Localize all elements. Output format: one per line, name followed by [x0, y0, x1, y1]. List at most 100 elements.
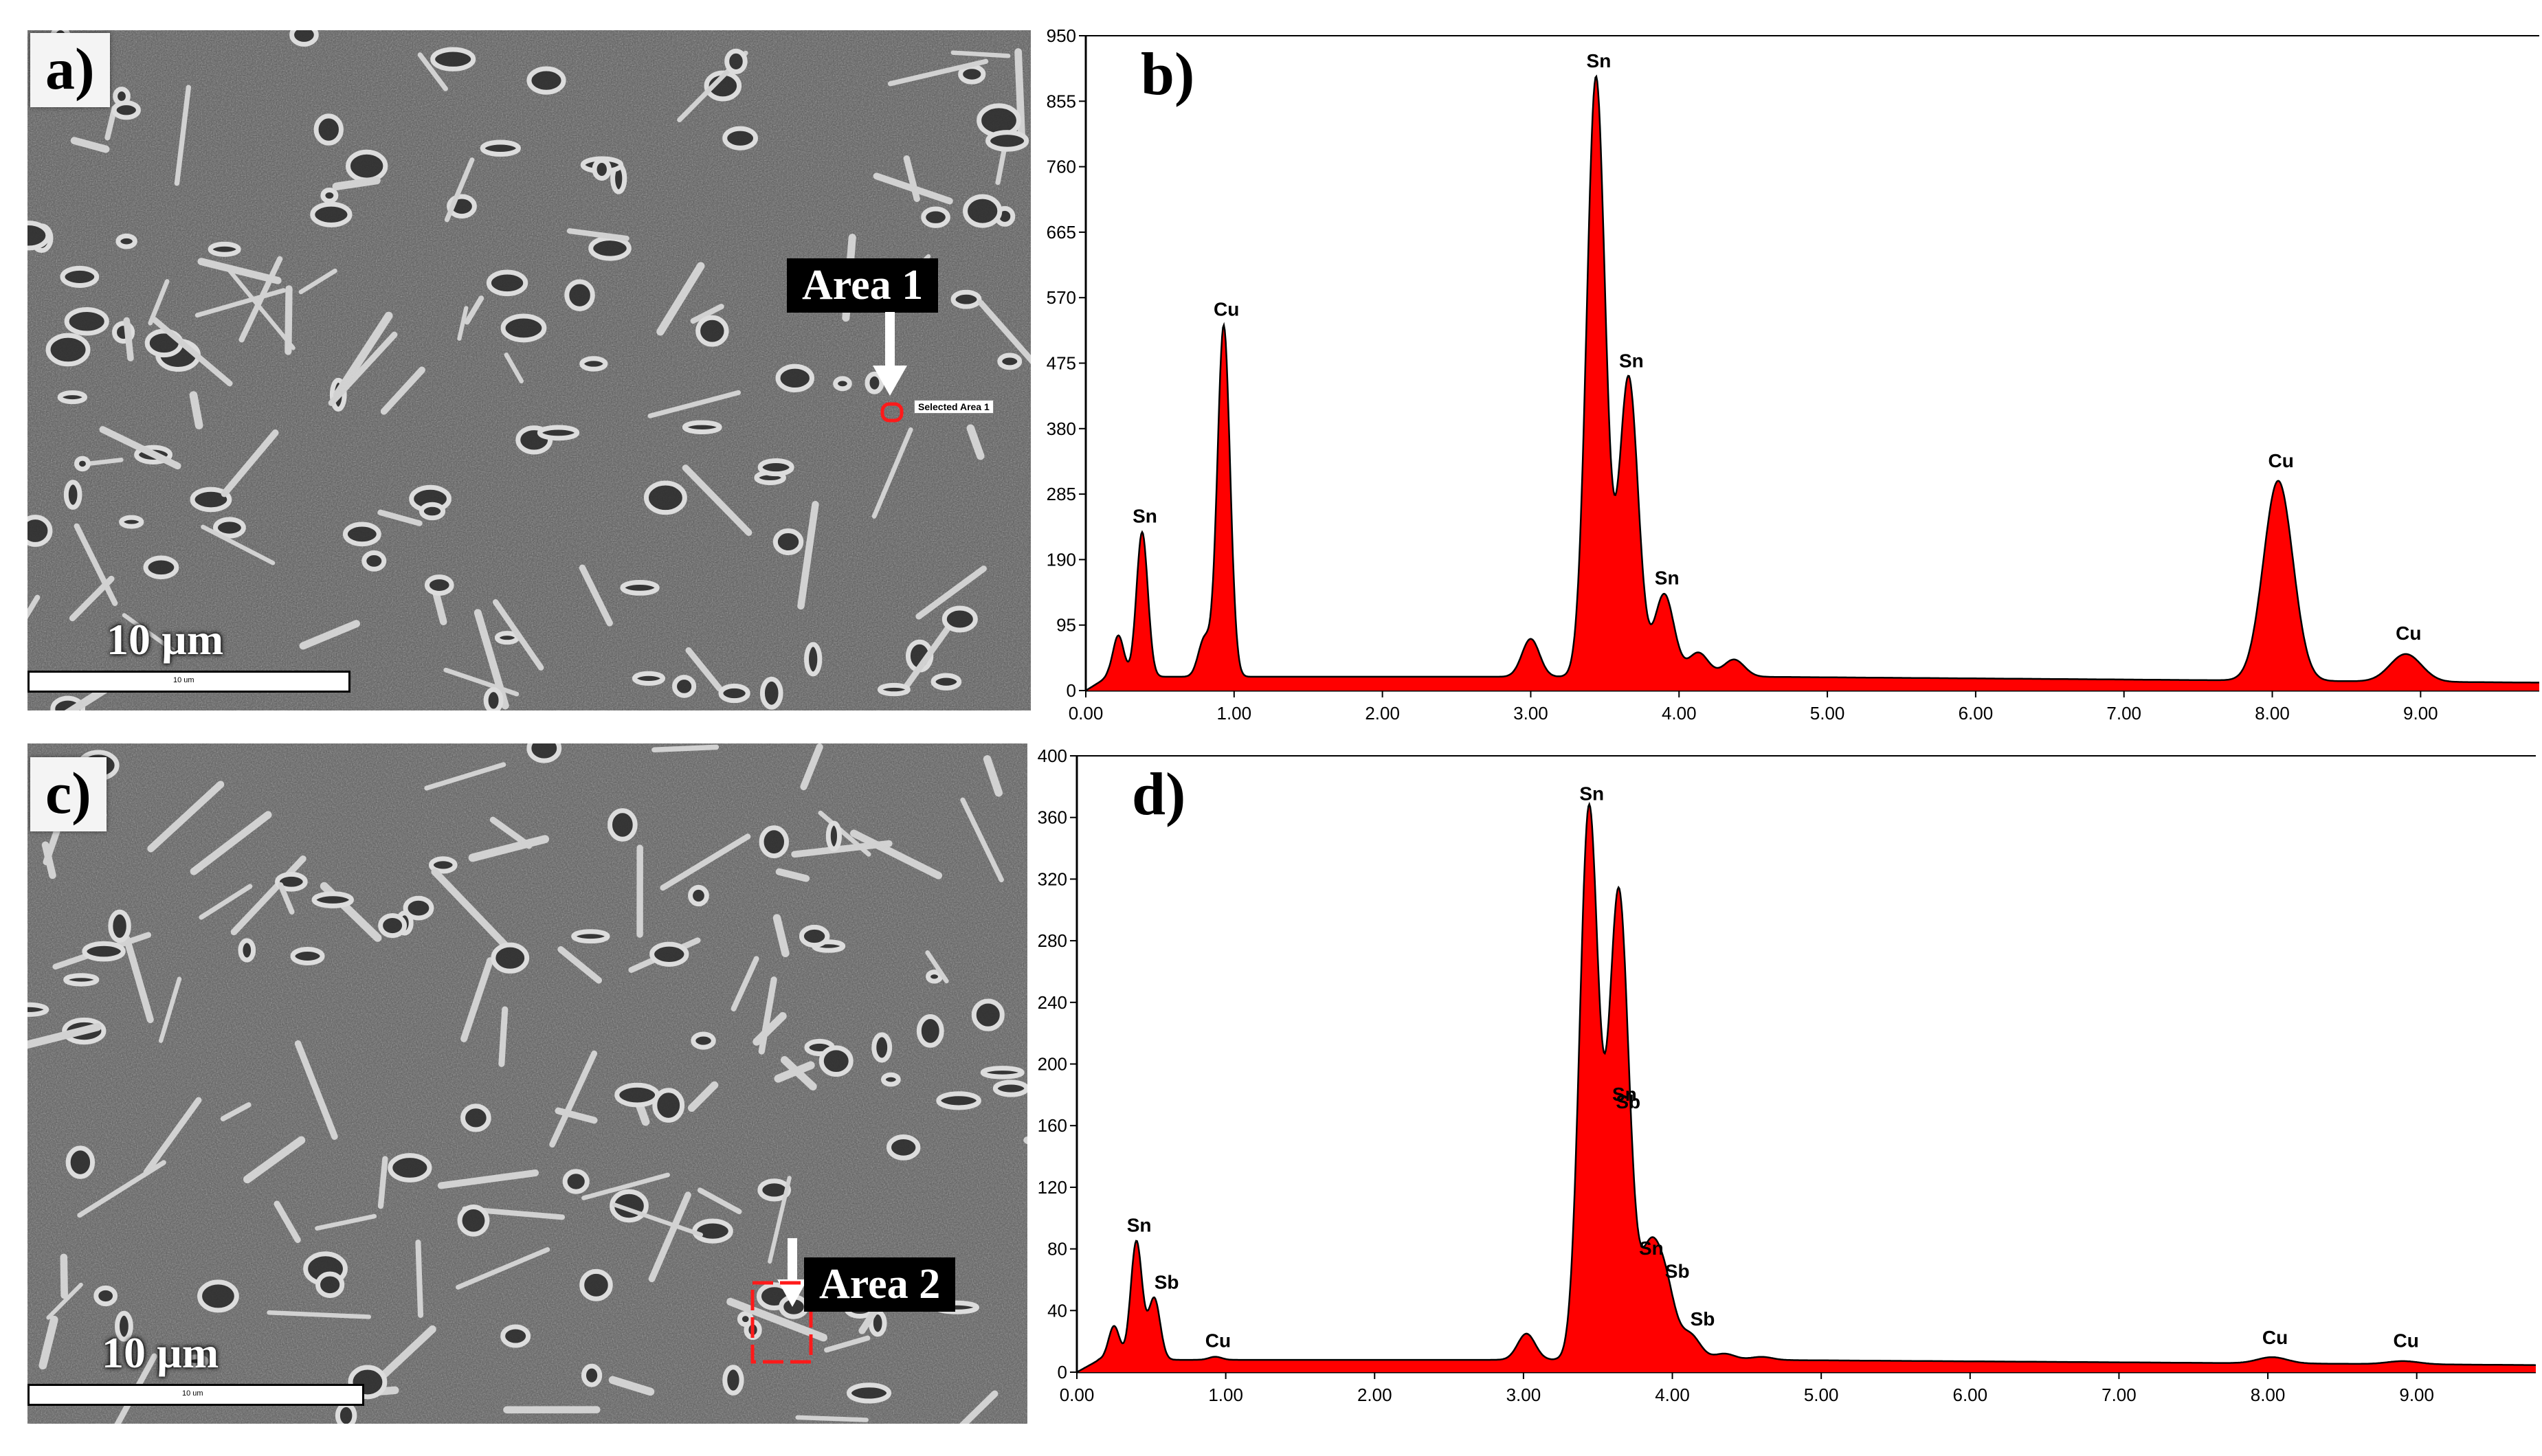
sem-dendrite — [123, 935, 154, 1024]
sem-particle — [388, 1153, 432, 1183]
sem-particle — [581, 1363, 603, 1387]
sem-dendrite — [651, 744, 720, 752]
sem-particle — [871, 1032, 893, 1063]
sem-dendrite — [267, 1310, 372, 1319]
sem-particle — [82, 941, 126, 962]
x-tick-label: 5.00 — [1810, 703, 1845, 724]
sem-dendrite — [278, 882, 295, 915]
sem-particle — [500, 1324, 531, 1348]
sem-dendrite — [915, 565, 987, 620]
sem-image-a: a) Area 1 Selected Area 1 10 µm 10 um — [27, 30, 1031, 710]
sem-particle — [212, 517, 246, 539]
sem-particle — [579, 356, 608, 372]
y-tick-label: 120 — [1038, 1177, 1067, 1198]
sem-dendrite — [294, 1040, 338, 1140]
sem-particle — [111, 100, 141, 120]
x-tick-label: 8.00 — [2255, 703, 2290, 724]
sem-particle — [143, 555, 179, 580]
sem-particle — [926, 970, 944, 984]
sem-dendrite — [772, 914, 790, 958]
sem-dendrite — [122, 613, 176, 653]
x-tick-label: 1.00 — [1208, 1385, 1243, 1405]
scale-bar-c — [27, 1384, 364, 1406]
sem-dendrite — [489, 816, 533, 849]
sem-dendrite — [873, 172, 953, 205]
y-tick-label: 950 — [1047, 25, 1076, 46]
sem-dendrite — [444, 157, 475, 223]
sem-particle — [197, 1279, 239, 1313]
sem-particle — [877, 682, 911, 697]
sem-particle — [564, 279, 595, 311]
sem-dendrite — [230, 855, 306, 936]
sem-particle — [430, 47, 476, 71]
sem-dendrite — [687, 1081, 719, 1112]
sem-particle — [936, 1091, 981, 1110]
y-tick-label: 240 — [1038, 992, 1067, 1013]
sem-dendrite — [380, 366, 425, 415]
x-tick-label: 2.00 — [1365, 703, 1400, 724]
y-tick-label: 400 — [1038, 746, 1067, 766]
sem-dendrite — [220, 1102, 252, 1121]
sem-texture-c — [27, 743, 1027, 1424]
sem-particle — [183, 1354, 209, 1368]
sem-dendrite — [780, 1055, 817, 1091]
sem-dendrite — [656, 262, 705, 336]
sem-particle — [865, 371, 884, 394]
x-tick-label: 1.00 — [1217, 703, 1252, 724]
peak-label-sn: Sn — [1587, 50, 1612, 71]
sem-dendrite — [950, 50, 1011, 58]
sem-dendrite — [498, 1006, 509, 1067]
sem-dendrite — [221, 429, 279, 497]
sem-particle — [799, 924, 830, 948]
sem-particle — [108, 909, 131, 943]
spectrum-line — [1076, 801, 2536, 1374]
sem-dendrite — [579, 564, 613, 627]
sem-particle — [980, 1066, 1025, 1079]
y-tick-label: 380 — [1047, 418, 1076, 439]
sem-particle — [342, 522, 381, 547]
sem-dendrite — [299, 620, 360, 650]
sem-particle — [315, 1271, 345, 1299]
sem-particle — [691, 1031, 716, 1050]
sem-particle — [695, 315, 729, 347]
peak-label-sb: Sb — [1155, 1271, 1179, 1292]
x-tick-label: 7.00 — [2101, 1385, 2137, 1405]
sem-dendrite — [243, 1136, 306, 1184]
sem-dendrite — [226, 267, 296, 350]
sem-particle — [208, 241, 241, 257]
sem-dendrite — [199, 884, 253, 920]
peak-label-sn: Sn — [1619, 350, 1644, 372]
sem-dendrite — [925, 950, 949, 984]
peak-label-cu: Cu — [2262, 1327, 2288, 1348]
x-tick-label: 6.00 — [1959, 703, 1994, 724]
sem-dendrite — [758, 976, 777, 1055]
peak-label-cu: Cu — [1205, 1330, 1231, 1352]
sem-particle — [672, 675, 697, 698]
sem-particle — [313, 113, 344, 146]
sem-dendrite — [995, 148, 1007, 186]
sem-particle — [486, 269, 528, 297]
sem-dendrite — [685, 647, 723, 692]
y-tick-label: 360 — [1038, 807, 1067, 828]
sem-particle — [941, 605, 978, 633]
sem-dendrite — [492, 599, 544, 671]
sem-particle — [804, 642, 823, 677]
sem-dendrite — [557, 946, 603, 984]
eds-spectrum-b: 0 95 190 285 380 475 570 665 760 855 950 0.00 1.00 2.… — [1034, 21, 2542, 746]
sem-dendrite — [791, 840, 893, 858]
spectrum-line — [1085, 74, 2539, 692]
sem-dendrite — [797, 500, 819, 610]
sem-particle — [483, 687, 504, 710]
area-1-arrow-icon — [873, 312, 907, 396]
sem-dendrite — [468, 835, 550, 862]
sem-dendrite — [333, 311, 393, 399]
sem-particle — [682, 420, 722, 434]
sem-dendrite — [143, 1097, 202, 1176]
sem-dendrite — [464, 295, 484, 325]
sem-dendrite — [983, 755, 1003, 797]
sem-particle — [491, 942, 530, 974]
sem-particle — [424, 574, 454, 596]
sem-particle — [607, 808, 638, 842]
sem-dendrite — [959, 1390, 999, 1424]
sem-dendrite — [608, 1376, 655, 1396]
